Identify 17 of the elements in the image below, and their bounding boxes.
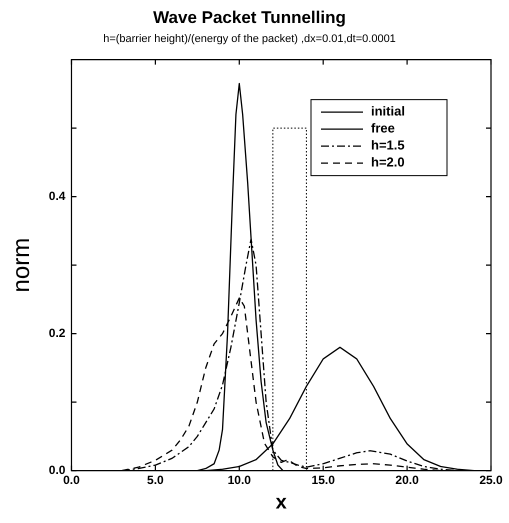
y-axis-title: norm bbox=[8, 238, 36, 292]
y-tick-label: 0.2 bbox=[48, 326, 66, 340]
y-tick-label: 0.0 bbox=[48, 462, 66, 477]
x-axis-title: x bbox=[276, 492, 287, 514]
chart-subtitle: h=(barrier height)/(energy of the packet) ,dx=0.01,dt=0.0001 bbox=[103, 33, 396, 46]
chart-title: Wave Packet Tunnelling bbox=[153, 8, 346, 27]
legend-label: initial bbox=[371, 104, 405, 119]
x-tick-label: 25.0 bbox=[479, 473, 503, 488]
legend-label: h=1.5 bbox=[371, 138, 405, 153]
x-tick-label: 0.0 bbox=[63, 473, 80, 488]
x-tick-label: 5.0 bbox=[147, 473, 164, 488]
legend-label: h=2.0 bbox=[371, 154, 405, 170]
x-tick-label: 10.0 bbox=[228, 473, 252, 488]
x-tick-label: 20.0 bbox=[395, 473, 420, 488]
y-tick-label: 0.4 bbox=[48, 188, 66, 203]
legend-label: free bbox=[371, 120, 395, 136]
x-tick-label: 15.0 bbox=[312, 473, 336, 488]
